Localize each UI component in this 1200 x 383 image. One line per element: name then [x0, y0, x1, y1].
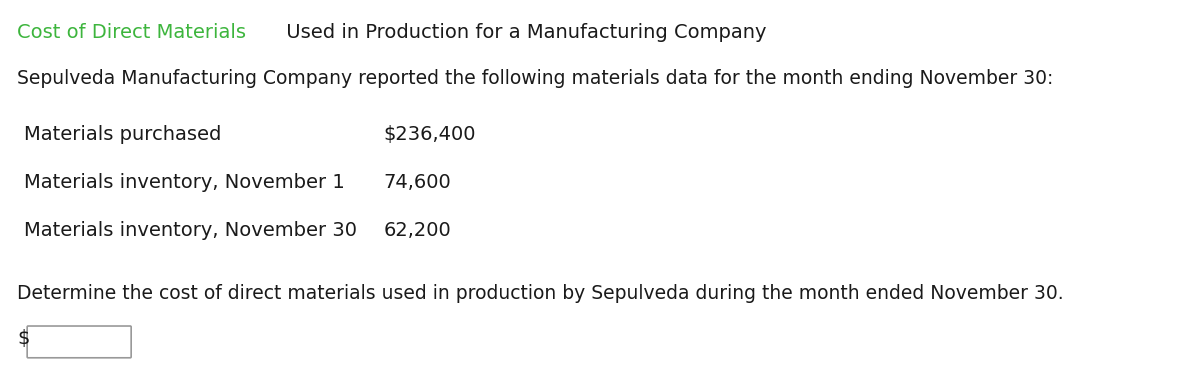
Text: $236,400: $236,400: [384, 126, 476, 144]
Text: Materials inventory, November 1: Materials inventory, November 1: [24, 173, 346, 192]
Text: Materials purchased: Materials purchased: [24, 126, 222, 144]
Text: $: $: [17, 329, 30, 348]
Text: 62,200: 62,200: [384, 221, 451, 240]
Text: Used in Production for a Manufacturing Company: Used in Production for a Manufacturing C…: [280, 23, 767, 42]
Text: Materials inventory, November 30: Materials inventory, November 30: [24, 221, 358, 240]
Text: Cost of Direct Materials: Cost of Direct Materials: [17, 23, 246, 42]
FancyBboxPatch shape: [28, 326, 131, 358]
Text: Determine the cost of direct materials used in production by Sepulveda during th: Determine the cost of direct materials u…: [17, 284, 1064, 303]
Text: Sepulveda Manufacturing Company reported the following materials data for the mo: Sepulveda Manufacturing Company reported…: [17, 69, 1054, 88]
Text: 74,600: 74,600: [384, 173, 451, 192]
